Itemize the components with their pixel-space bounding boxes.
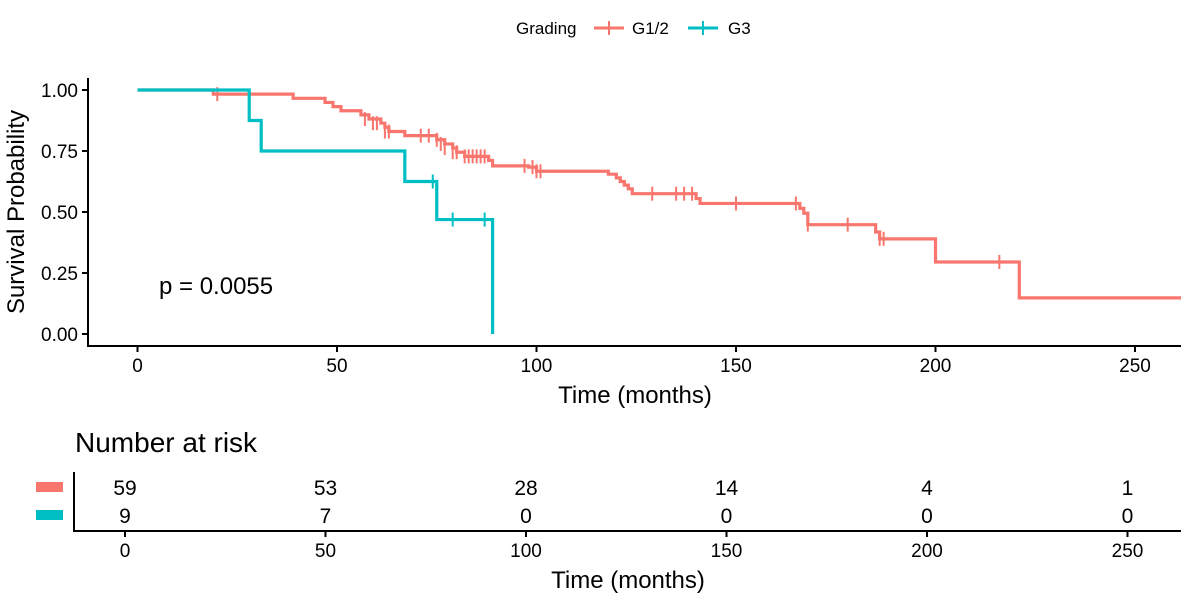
risk-x-tick-label: 0 — [120, 541, 131, 562]
risk-legend-key-g12 — [36, 482, 63, 492]
main-axes: 0.00 0.25 0.50 0.75 1.00 0 50 100 150 200 250 Tim… — [3, 78, 1181, 409]
risk-legend-key-g3 — [36, 510, 63, 520]
risk-count: 7 — [320, 505, 332, 528]
risk-table: Number at risk 59 53 28 14 4 1 9 7 0 0 0 0 0 50 100 15… — [36, 427, 1181, 594]
risk-count: 0 — [520, 505, 532, 528]
risk-cells: 59 53 28 14 4 1 9 7 0 0 0 0 — [113, 477, 1133, 528]
x-tick-label: 0 — [132, 356, 143, 377]
x-tick-label: 200 — [920, 356, 952, 377]
curve-G3 — [137, 88, 495, 334]
risk-count: 28 — [514, 477, 537, 500]
legend-label-g12: G1/2 — [632, 19, 669, 38]
risk-x-tick-label: 150 — [711, 541, 743, 562]
y-tick-label: 0.75 — [41, 142, 78, 163]
curve-G12 — [137, 88, 1181, 300]
legend: Grading G1/2 G3 — [516, 19, 751, 38]
risk-x-ticks: 0 50 100 150 200 250 — [120, 531, 1144, 562]
y-tick-label: 0.50 — [41, 203, 78, 224]
x-axis-label: Time (months) — [558, 382, 712, 409]
risk-x-tick-label: 250 — [1112, 541, 1144, 562]
risk-x-axis-label: Time (months) — [551, 567, 705, 594]
risk-count: 14 — [715, 477, 739, 500]
risk-count: 0 — [721, 505, 733, 528]
x-tick-label: 250 — [1119, 356, 1151, 377]
x-ticks: 0 50 100 150 200 250 — [132, 346, 1151, 377]
risk-count: 1 — [1122, 477, 1134, 500]
risk-table-title: Number at risk — [75, 427, 258, 458]
risk-count: 59 — [113, 477, 136, 500]
y-axis-label: Survival Probability — [3, 110, 30, 314]
legend-title: Grading — [516, 19, 576, 38]
risk-x-tick-label: 200 — [911, 541, 943, 562]
y-tick-label: 1.00 — [41, 81, 78, 102]
x-tick-label: 100 — [521, 356, 553, 377]
risk-count: 4 — [921, 477, 933, 500]
p-value-annotation: p = 0.0055 — [159, 273, 273, 300]
risk-count: 53 — [314, 477, 337, 500]
survival-curves — [137, 87, 1181, 334]
y-ticks: 0.00 0.25 0.50 0.75 1.00 — [41, 81, 88, 346]
legend-label-g3: G3 — [728, 19, 751, 38]
y-tick-label: 0.25 — [41, 264, 78, 285]
risk-count: 0 — [1122, 505, 1134, 528]
risk-count: 9 — [119, 505, 131, 528]
x-tick-label: 150 — [720, 356, 752, 377]
y-tick-label: 0.00 — [41, 325, 78, 346]
risk-count: 0 — [921, 505, 933, 528]
x-tick-label: 50 — [326, 356, 347, 377]
risk-x-tick-label: 50 — [315, 541, 336, 562]
risk-x-tick-label: 100 — [510, 541, 542, 562]
